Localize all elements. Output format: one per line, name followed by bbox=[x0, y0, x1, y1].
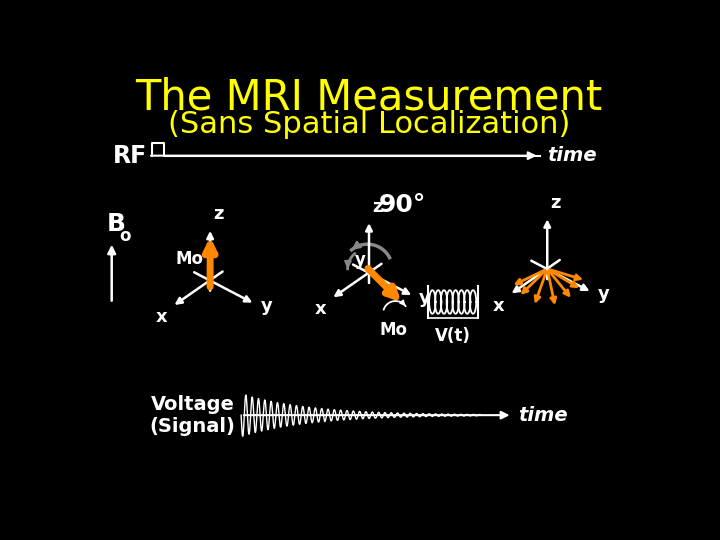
Text: The MRI Measurement: The MRI Measurement bbox=[135, 76, 603, 118]
Text: x: x bbox=[493, 296, 505, 315]
Text: RF: RF bbox=[113, 144, 148, 167]
Text: y: y bbox=[355, 252, 366, 269]
Text: o: o bbox=[120, 227, 131, 245]
Text: y: y bbox=[261, 296, 272, 314]
Text: B: B bbox=[107, 212, 126, 236]
Text: V(t): V(t) bbox=[435, 327, 471, 346]
Text: z: z bbox=[550, 194, 561, 212]
Text: z: z bbox=[372, 198, 382, 215]
Text: Voltage
(Signal): Voltage (Signal) bbox=[149, 395, 235, 436]
Text: y: y bbox=[419, 289, 431, 307]
Text: y: y bbox=[598, 285, 609, 303]
Text: z: z bbox=[213, 205, 224, 224]
Text: time: time bbox=[518, 406, 568, 424]
Text: (Sans Spatial Localization): (Sans Spatial Localization) bbox=[168, 110, 570, 139]
Text: time: time bbox=[547, 146, 597, 165]
Text: 90°: 90° bbox=[378, 193, 426, 217]
Text: Mo: Mo bbox=[176, 250, 204, 268]
Text: x: x bbox=[156, 308, 168, 326]
Text: x: x bbox=[315, 300, 326, 319]
Text: Mo: Mo bbox=[380, 321, 408, 339]
